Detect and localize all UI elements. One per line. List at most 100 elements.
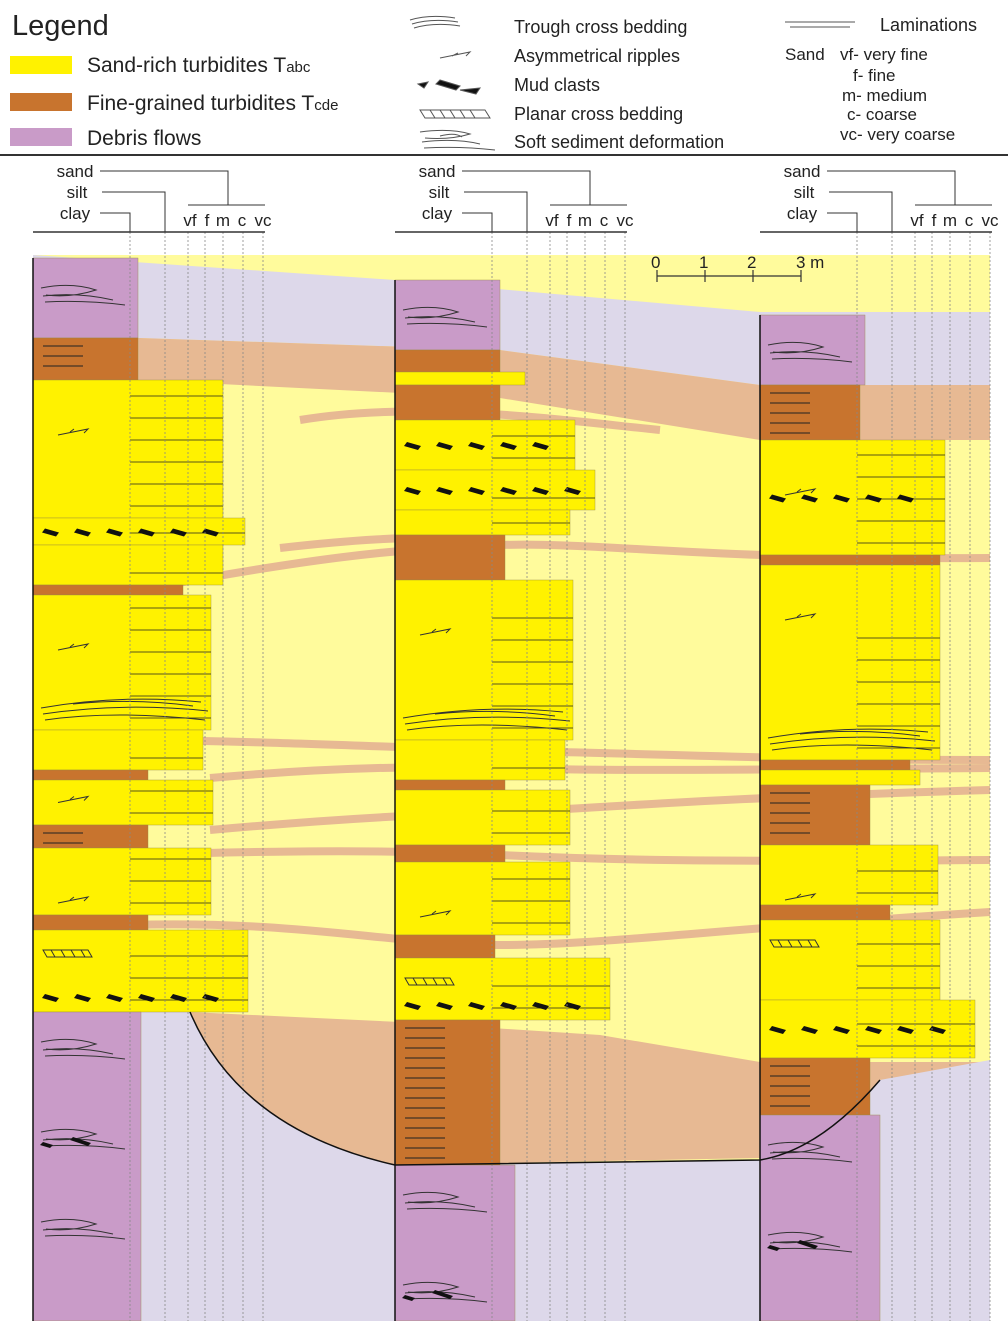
soft-deformation-icon bbox=[419, 129, 496, 151]
mud-clast bbox=[138, 994, 155, 1002]
mud-clast bbox=[74, 528, 91, 537]
fine-bed bbox=[32, 914, 149, 931]
sand-bed bbox=[32, 379, 224, 519]
swatch-sand bbox=[10, 56, 72, 74]
mud-clast bbox=[170, 528, 187, 537]
soft-deformation bbox=[767, 341, 853, 363]
debris-bed bbox=[32, 257, 139, 339]
sand-class: m bbox=[943, 211, 957, 230]
symbol-label: Trough cross bedding bbox=[514, 17, 687, 37]
trough-icon bbox=[409, 15, 461, 29]
grain-leader bbox=[827, 170, 956, 205]
scale-label: 0 bbox=[651, 253, 660, 272]
soft-deformation bbox=[402, 306, 488, 328]
mud-clast bbox=[436, 1002, 453, 1010]
ripple bbox=[784, 488, 817, 496]
grain-label: silt bbox=[67, 183, 88, 202]
fine-bed bbox=[32, 824, 149, 849]
fine-bed bbox=[759, 759, 911, 771]
symbol-label: Asymmetrical ripples bbox=[514, 46, 680, 66]
fine-bed bbox=[759, 554, 941, 566]
channel-base bbox=[189, 1011, 881, 1166]
ripple bbox=[57, 643, 90, 651]
mud-clast bbox=[532, 442, 549, 450]
mud-clast bbox=[402, 1290, 453, 1301]
planar-cross-bedding bbox=[42, 949, 93, 958]
planar-cross-bedding bbox=[769, 939, 820, 948]
mud-clast bbox=[106, 994, 123, 1002]
ripple bbox=[419, 910, 452, 918]
sand-bed bbox=[759, 564, 941, 761]
mud-clast bbox=[42, 528, 59, 537]
grain-label: sand bbox=[784, 162, 821, 181]
mud-clast bbox=[404, 487, 421, 495]
fine-bed bbox=[32, 584, 184, 596]
grain-label: sand bbox=[419, 162, 456, 181]
sand-bed bbox=[759, 844, 939, 906]
label-text: Sand-rich turbidites T bbox=[87, 54, 286, 77]
mud-clast bbox=[833, 494, 850, 503]
mud-clast bbox=[468, 487, 485, 495]
sand-class: vf bbox=[910, 211, 924, 230]
label-subscript: cde bbox=[314, 97, 338, 114]
mud-clast bbox=[929, 1026, 946, 1034]
sand-bed bbox=[394, 957, 611, 1021]
columns bbox=[32, 257, 976, 1321]
grain-label: clay bbox=[422, 204, 453, 223]
scale-label: 2 bbox=[747, 253, 756, 272]
legend-label: Fine-grained turbidites Tcde bbox=[87, 92, 338, 115]
mud-clast bbox=[767, 1240, 818, 1251]
sand-class: vc bbox=[255, 211, 273, 230]
planar-cross-bedding bbox=[404, 977, 455, 986]
fine-bed bbox=[394, 1019, 501, 1166]
mud-clast bbox=[40, 1137, 91, 1148]
mud-clast bbox=[500, 1002, 517, 1010]
mud-clast bbox=[138, 528, 155, 537]
mud-clast bbox=[833, 1026, 850, 1034]
ripple bbox=[57, 428, 90, 436]
soft-deformation bbox=[402, 1191, 488, 1213]
fine-bed bbox=[394, 779, 506, 791]
debris-bed bbox=[32, 1011, 142, 1321]
ripple bbox=[419, 628, 452, 636]
fine-bed bbox=[394, 384, 501, 421]
sand-bed bbox=[32, 544, 224, 586]
mud-clast bbox=[106, 528, 123, 537]
sand-bed bbox=[32, 779, 214, 826]
upper-debris-zone bbox=[33, 255, 990, 385]
legend-title: Legend bbox=[12, 10, 109, 42]
sand-bed bbox=[759, 919, 941, 1001]
fine-bed bbox=[32, 769, 149, 781]
mud-clast bbox=[532, 1002, 549, 1010]
symbol-icons bbox=[409, 15, 855, 151]
sand-class: c bbox=[965, 211, 974, 230]
legend-label: Debris flows bbox=[87, 127, 201, 150]
mud-clast bbox=[500, 487, 517, 495]
grain-leader bbox=[464, 191, 528, 232]
sand-bed bbox=[759, 769, 921, 786]
ripple-icon bbox=[439, 51, 472, 59]
grain-label: clay bbox=[60, 204, 91, 223]
sand-class: f bbox=[205, 211, 210, 230]
fine-bed bbox=[759, 904, 891, 921]
mud-clast bbox=[436, 487, 453, 495]
sand-bed bbox=[394, 509, 571, 536]
mud-clast bbox=[801, 1026, 818, 1034]
mud-clast bbox=[897, 494, 914, 503]
scale-bar bbox=[656, 270, 802, 282]
legend-label: Sand-rich turbidites Tabc bbox=[87, 54, 311, 77]
ripple bbox=[784, 613, 817, 621]
swatch-fine bbox=[10, 93, 72, 111]
sand-class: f bbox=[567, 211, 572, 230]
mud-clast bbox=[74, 994, 91, 1002]
mud-clast bbox=[564, 1002, 581, 1010]
grain-size-class: c- coarse bbox=[847, 105, 917, 124]
trough-cross-bedding bbox=[40, 698, 209, 721]
sand-class: vf bbox=[183, 211, 197, 230]
fine-bed bbox=[394, 934, 496, 959]
symbol-label: Planar cross bedding bbox=[514, 104, 683, 124]
grain-size-class: vc- very coarse bbox=[840, 125, 955, 144]
grain-size-title: Sand bbox=[785, 45, 825, 64]
